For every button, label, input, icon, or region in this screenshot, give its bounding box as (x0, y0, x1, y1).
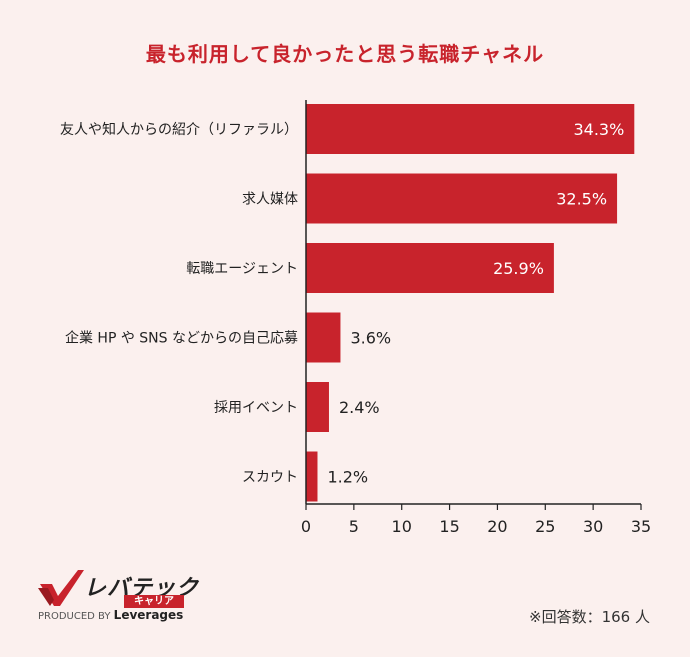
category-label: スカウト (242, 470, 298, 486)
logo: レバテック キャリア PRODUCED BY Leverages (38, 568, 228, 628)
x-tick-label: 30 (583, 517, 603, 536)
bar (306, 173, 618, 224)
category-label: 企業 HP や SNS などからの自己応募 (65, 330, 298, 347)
chart-title: 最も利用して良かったと思う転職チャネル (145, 42, 545, 66)
bar (306, 451, 318, 502)
x-tick-label: 20 (487, 517, 507, 536)
category-label: 採用イベント (214, 400, 298, 416)
bar (306, 382, 329, 432)
category-label: 転職エージェント (186, 261, 298, 277)
x-tick-label: 0 (301, 517, 311, 536)
x-tick-label: 10 (392, 517, 412, 536)
bar (306, 104, 635, 154)
x-tick-label: 15 (439, 517, 459, 536)
data-label: 1.2% (327, 468, 368, 487)
x-tick-label: 35 (631, 517, 651, 536)
x-tick-label: 5 (349, 517, 359, 536)
data-label: 32.5% (556, 190, 607, 209)
category-label: 求人媒体 (242, 192, 298, 208)
data-label: 25.9% (493, 259, 544, 278)
logo-check-icon (38, 570, 84, 606)
data-label: 3.6% (350, 329, 391, 348)
footnote: ※回答数：166 人 (529, 608, 650, 626)
logo-produced-prefix: PRODUCED BY (38, 611, 111, 622)
category-label: 友人や知人からの紹介（リファラル） (60, 121, 298, 138)
logo-produced-by: PRODUCED BY Leverages (38, 608, 183, 622)
x-tick-label: 25 (535, 517, 555, 536)
data-label: 2.4% (339, 398, 380, 417)
logo-sub: キャリア (124, 595, 184, 608)
bar-chart: 友人や知人からの紹介（リファラル） 34.3% 求人媒体 32.5% 転職エージェント 2… (60, 100, 651, 536)
logo-produced-name: Leverages (113, 608, 184, 622)
bar (306, 312, 341, 363)
bar (306, 243, 554, 293)
data-label: 34.3% (573, 120, 624, 139)
